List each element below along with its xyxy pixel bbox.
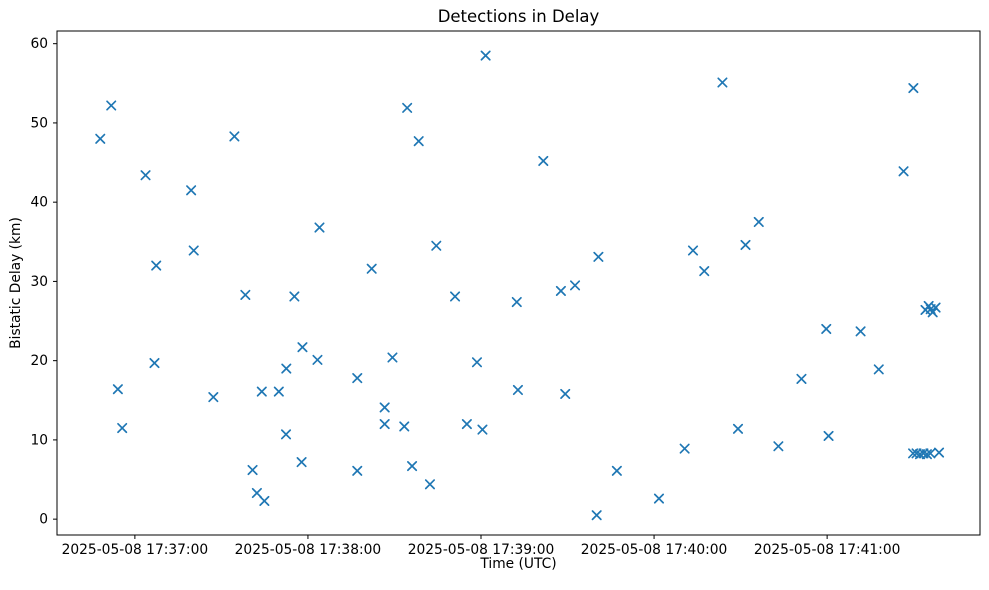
y-tick-label: 60: [30, 36, 48, 52]
data-point-marker: [112, 384, 123, 395]
data-point-marker: [399, 421, 410, 432]
data-point-marker: [280, 429, 292, 440]
data-point-marker: [569, 280, 581, 291]
data-point-marker: [908, 83, 919, 94]
y-tick-label: 10: [30, 432, 48, 448]
data-point-marker: [927, 307, 938, 318]
data-point-marker: [208, 392, 219, 403]
y-tick-label: 50: [30, 115, 48, 131]
data-point-marker: [930, 302, 941, 313]
data-point-marker: [653, 493, 665, 504]
x-tick-label: 2025-05-08 17:37:00: [62, 542, 209, 558]
data-point-marker: [424, 479, 435, 490]
data-point-marker: [933, 447, 945, 458]
y-tick-label: 40: [30, 195, 48, 211]
data-point-marker: [352, 373, 363, 384]
data-point-marker: [297, 342, 308, 353]
data-point-marker: [352, 465, 363, 476]
data-point-marker: [911, 448, 922, 459]
data-point-marker: [560, 388, 571, 399]
data-point-marker: [240, 289, 251, 300]
data-point-marker: [925, 448, 936, 459]
data-point-marker: [699, 266, 710, 277]
data-point-marker: [477, 424, 488, 435]
data-point-marker: [117, 422, 128, 434]
data-point-marker: [186, 185, 197, 196]
plot-area: [56, 30, 981, 536]
data-point-marker: [281, 363, 292, 374]
data-point-marker: [379, 419, 390, 430]
data-point-marker: [149, 357, 160, 369]
data-point-marker: [289, 291, 300, 302]
data-point-marker: [407, 461, 418, 472]
data-point-marker: [449, 291, 461, 302]
data-point-marker: [921, 449, 932, 460]
x-tick-label: 2025-05-08 17:38:00: [235, 542, 382, 558]
data-point-marker: [312, 354, 323, 365]
chart-title: Detections in Delay: [437, 7, 600, 26]
data-point-marker: [314, 222, 325, 233]
data-point-marker: [717, 77, 728, 88]
data-point-marker: [753, 216, 764, 228]
data-point-marker: [740, 239, 751, 251]
data-point-marker: [511, 296, 522, 308]
data-point-marker: [687, 245, 699, 256]
data-point-marker: [188, 245, 199, 256]
data-point-marker: [480, 50, 491, 61]
data-point-marker: [151, 260, 162, 271]
data-point-marker: [914, 449, 926, 460]
data-point-marker: [461, 419, 472, 430]
data-point-marker: [821, 323, 832, 335]
data-point-marker: [106, 100, 117, 111]
data-point-marker: [379, 402, 390, 413]
data-point-marker: [796, 373, 807, 384]
data-point-marker: [512, 384, 523, 396]
x-tick-label: 2025-05-08 17:40:00: [581, 542, 728, 558]
data-point-marker: [611, 465, 622, 476]
data-point-marker: [229, 131, 240, 142]
data-point-marker: [591, 510, 602, 521]
data-point-marker: [140, 170, 151, 181]
data-point-marker: [402, 102, 413, 113]
data-point-marker: [593, 251, 604, 262]
y-tick-label: 0: [39, 512, 48, 528]
data-point-marker: [366, 263, 377, 274]
data-point-marker: [471, 357, 483, 368]
data-point-marker: [413, 136, 424, 147]
data-point-marker: [732, 423, 744, 434]
data-point-marker: [296, 457, 307, 468]
data-point-marker: [431, 240, 442, 251]
y-tick-label: 20: [30, 353, 48, 369]
x-tick-label: 2025-05-08 17:39:00: [408, 542, 555, 558]
x-axis-label: Time (UTC): [480, 556, 557, 572]
data-point-marker: [247, 464, 258, 476]
data-point-marker: [898, 166, 909, 177]
data-point-marker: [873, 364, 884, 375]
data-point-marker: [823, 430, 834, 441]
data-point-marker: [256, 386, 267, 397]
data-point-marker: [387, 352, 398, 363]
y-tick-label: 30: [30, 274, 48, 290]
data-point-marker: [251, 487, 262, 499]
data-point-marker: [555, 285, 566, 296]
data-point-marker: [679, 443, 690, 454]
x-tick-label: 2025-05-08 17:41:00: [754, 542, 901, 558]
data-point-marker: [95, 133, 106, 144]
data-point-marker: [273, 386, 284, 397]
data-point-marker: [538, 155, 549, 167]
y-axis-label: Bistatic Delay (km): [8, 217, 24, 349]
data-point-marker: [259, 495, 270, 506]
data-point-marker: [773, 441, 784, 452]
data-point-marker: [855, 326, 866, 337]
data-point-marker: [918, 448, 929, 459]
